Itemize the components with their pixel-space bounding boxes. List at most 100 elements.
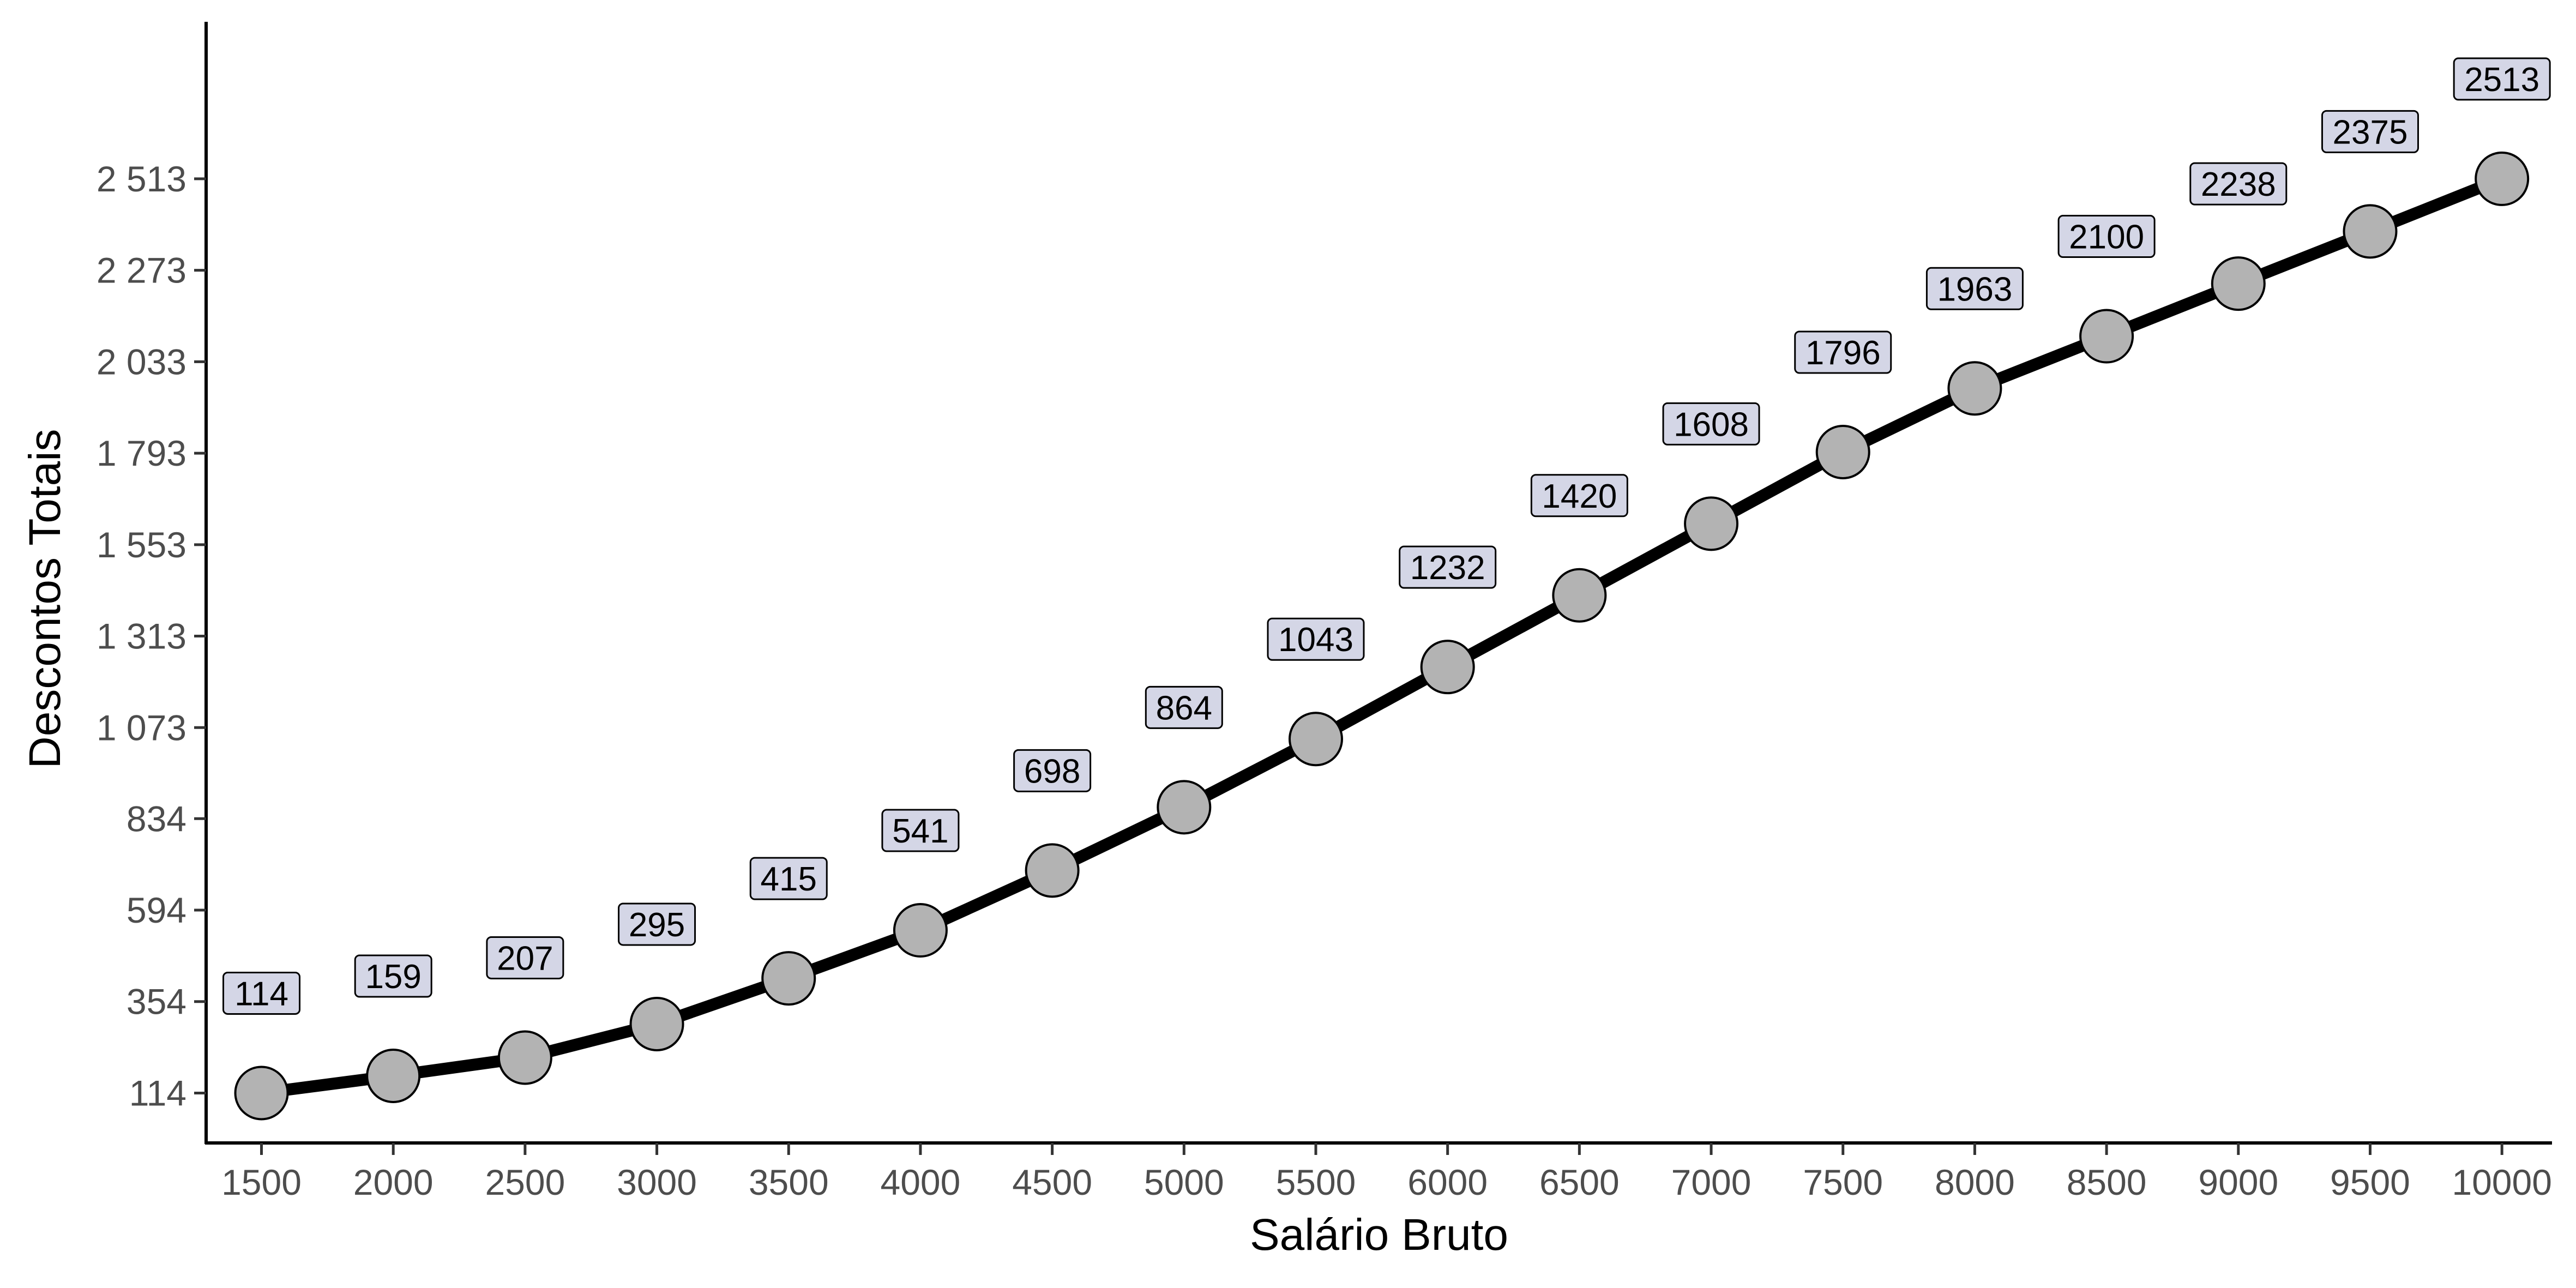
data-label: 698 xyxy=(1013,749,1092,792)
data-label-text: 1420 xyxy=(1542,478,1617,515)
data-point-layer xyxy=(234,151,2530,1121)
data-label: 1796 xyxy=(1794,330,1892,374)
data-label-text: 698 xyxy=(1024,753,1080,790)
data-label: 2513 xyxy=(2453,57,2551,101)
axes-layer xyxy=(204,22,2552,1145)
data-label: 864 xyxy=(1145,685,1223,729)
data-label-layer: 114 159 207 295 415 541 698 864 1043 1232 1420 1608… xyxy=(222,57,2551,1015)
x-tick-label: 6000 xyxy=(1407,1162,1488,1202)
data-point xyxy=(1552,568,1607,623)
x-tick-label: 8500 xyxy=(2067,1162,2147,1202)
y-tick-label: 1 793 xyxy=(97,433,186,473)
y-tick-label: 1 313 xyxy=(97,616,186,657)
data-label-box xyxy=(486,936,564,979)
x-axis-ticks: 1500 2000 2500 3000 3500 4000 4500 5000 5500 6000… xyxy=(221,1143,2552,1202)
x-tick-label: 10000 xyxy=(2452,1162,2552,1202)
y-tick-label: 2 513 xyxy=(97,159,186,199)
y-tick-label: 114 xyxy=(129,1073,186,1113)
data-point xyxy=(2343,204,2398,259)
x-tick-label: 7000 xyxy=(1671,1162,1752,1202)
data-label-text: 1043 xyxy=(1278,621,1353,659)
data-label-box xyxy=(1145,685,1223,729)
data-point xyxy=(629,996,684,1051)
data-label-text: 114 xyxy=(234,975,288,1013)
data-point xyxy=(1947,361,2002,416)
x-tick-label: 3500 xyxy=(749,1162,829,1202)
data-label-box xyxy=(618,902,696,946)
data-label: 415 xyxy=(749,857,828,900)
data-point xyxy=(1157,780,1212,835)
x-tick-label: 1500 xyxy=(221,1162,302,1202)
data-point xyxy=(497,1030,552,1085)
data-label: 159 xyxy=(354,954,432,998)
data-label-text: 1796 xyxy=(1805,334,1881,372)
data-label: 2375 xyxy=(2321,110,2419,153)
x-tick-label: 8000 xyxy=(1935,1162,2015,1202)
data-label-text: 1608 xyxy=(1674,406,1749,443)
data-label: 1963 xyxy=(1925,267,2024,310)
y-axis-ticks: 114 354 594 834 1 073 1 313 1 553 1 793 2 033 2 2… xyxy=(97,159,206,1113)
x-tick-label: 9000 xyxy=(2198,1162,2278,1202)
data-point xyxy=(1684,496,1739,551)
data-label: 1232 xyxy=(1399,545,1497,589)
data-label-box xyxy=(1662,402,1760,446)
data-label-text: 295 xyxy=(629,906,685,944)
x-tick-label: 5500 xyxy=(1276,1162,1356,1202)
x-axis-title: Salário Bruto xyxy=(1250,1210,1508,1260)
y-tick-label: 354 xyxy=(127,982,186,1022)
data-label-box xyxy=(1013,749,1092,792)
data-label-box xyxy=(1399,545,1497,589)
data-label: 114 xyxy=(222,971,301,1015)
data-label-text: 1963 xyxy=(1937,270,2012,308)
data-point xyxy=(234,1066,289,1121)
data-label-text: 2238 xyxy=(2201,166,2276,203)
y-tick-label: 594 xyxy=(127,890,186,930)
data-label-text: 1232 xyxy=(1410,549,1485,587)
x-tick-label: 6500 xyxy=(1539,1162,1620,1202)
data-point xyxy=(761,951,816,1006)
data-label-text: 2513 xyxy=(2464,61,2539,99)
data-label-box xyxy=(2189,162,2288,206)
data-point xyxy=(1420,640,1475,695)
data-label: 1608 xyxy=(1662,402,1760,446)
data-point xyxy=(1288,712,1343,767)
data-label-text: 207 xyxy=(497,940,553,977)
y-tick-label: 1 073 xyxy=(97,707,186,748)
data-label-text: 2375 xyxy=(2333,113,2408,151)
data-label-box xyxy=(749,857,828,900)
data-label: 541 xyxy=(881,809,960,852)
data-label: 1043 xyxy=(1267,617,1365,661)
data-point xyxy=(2079,309,2134,364)
data-label-box xyxy=(1530,474,1628,517)
data-label-box xyxy=(2057,215,2156,258)
y-tick-label: 834 xyxy=(127,798,186,839)
data-label: 295 xyxy=(618,902,696,946)
y-tick-label: 2 273 xyxy=(97,250,186,291)
data-point xyxy=(1815,424,1870,479)
x-tick-label: 9500 xyxy=(2330,1162,2410,1202)
data-label-text: 415 xyxy=(761,860,817,898)
data-point xyxy=(893,903,948,958)
x-tick-label: 5000 xyxy=(1144,1162,1224,1202)
series-line-layer xyxy=(255,172,2508,1099)
y-tick-label: 1 553 xyxy=(97,525,186,565)
data-label-box xyxy=(222,971,301,1015)
data-label-box xyxy=(1794,330,1892,374)
series-line xyxy=(255,172,2508,1099)
data-label-box xyxy=(881,809,960,852)
y-tick-label: 2 033 xyxy=(97,341,186,382)
data-label-text: 2100 xyxy=(2069,219,2144,256)
data-label-box xyxy=(1925,267,2024,310)
data-label-text: 541 xyxy=(892,812,948,850)
data-point xyxy=(1025,843,1080,898)
x-tick-label: 2000 xyxy=(353,1162,434,1202)
data-label-text: 159 xyxy=(365,958,421,996)
data-label: 207 xyxy=(486,936,564,979)
data-label-box xyxy=(2321,110,2419,153)
x-tick-label: 4500 xyxy=(1012,1162,1092,1202)
data-label: 1420 xyxy=(1530,474,1628,517)
x-tick-label: 3000 xyxy=(617,1162,697,1202)
data-point xyxy=(2475,151,2530,206)
data-label: 2238 xyxy=(2189,162,2288,206)
